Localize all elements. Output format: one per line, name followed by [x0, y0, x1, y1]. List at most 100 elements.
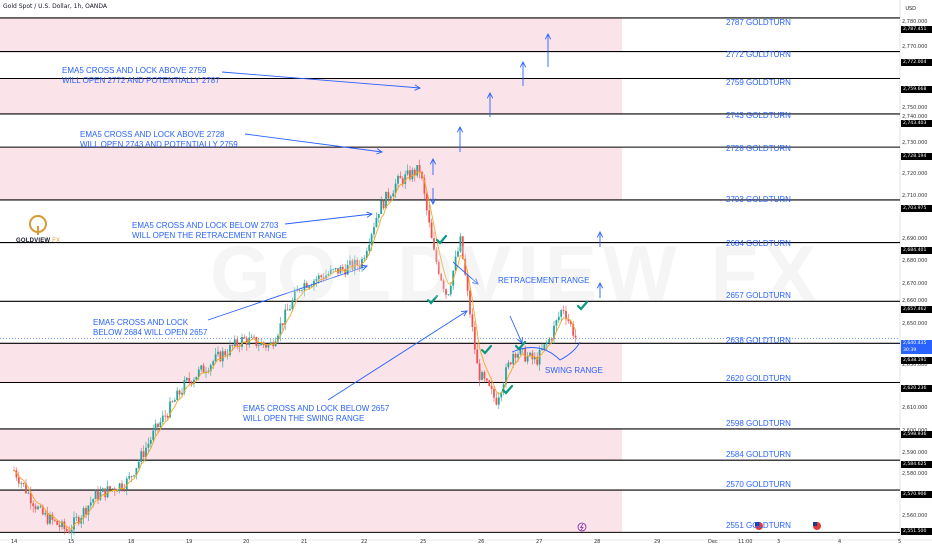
- candle-body: [65, 529, 68, 532]
- x-tick: 19: [186, 539, 193, 545]
- candle-body: [32, 503, 35, 507]
- candle-body: [34, 506, 37, 510]
- annotation-arrow: [327, 310, 468, 401]
- candle-body: [445, 289, 447, 295]
- candle-body: [550, 338, 553, 340]
- candle-body: [231, 345, 234, 346]
- check-mark-icon: [435, 234, 448, 245]
- candle-body: [128, 476, 131, 479]
- candle-body: [217, 351, 219, 355]
- candle-body: [341, 266, 344, 270]
- swing-arrow: [509, 315, 523, 344]
- y-tick: 2,770.000: [902, 44, 928, 50]
- goldturn-label: 2657 GOLDTURN: [726, 291, 791, 300]
- last-price-tag: 2,640.435: [901, 340, 932, 347]
- candle-body: [332, 269, 335, 271]
- candle-body: [406, 170, 409, 175]
- candle-body: [356, 259, 359, 266]
- candle-body: [385, 191, 387, 209]
- candle-body: [461, 236, 464, 259]
- candle-body: [337, 268, 339, 274]
- candle-body: [236, 339, 239, 346]
- candle-body: [329, 269, 332, 274]
- candle-body: [260, 342, 263, 346]
- goldturn-label: 2551 GOLDTURN: [726, 521, 791, 530]
- candle-body: [459, 236, 462, 252]
- candle-body: [135, 468, 138, 476]
- candle-body: [519, 348, 522, 355]
- candle-body: [473, 326, 476, 350]
- candle-body: [493, 389, 495, 398]
- annotation-arrow: [284, 213, 373, 225]
- candle-body: [404, 174, 407, 184]
- candle-body: [284, 309, 287, 326]
- candle-body: [495, 397, 498, 405]
- goldturn-label: 2638 GOLDTURN: [726, 336, 791, 345]
- candle-body: [104, 488, 107, 498]
- watermark: GOLDVIEW FX: [210, 229, 822, 317]
- candle-body: [375, 217, 378, 228]
- candle-body: [17, 477, 20, 484]
- candle-body: [541, 349, 543, 351]
- candle-body: [363, 258, 366, 259]
- candle-body: [569, 321, 572, 324]
- candle-body: [253, 336, 255, 338]
- x-tick: 28: [594, 539, 601, 545]
- candle-body: [476, 349, 479, 364]
- currency-label: USD: [905, 6, 916, 12]
- candle-body: [214, 354, 217, 362]
- annotation-arrow-head: [360, 264, 368, 271]
- candle-body: [63, 521, 66, 530]
- candle-body: [44, 512, 47, 515]
- candle-body: [560, 310, 563, 317]
- retracement-arrow: [452, 261, 479, 285]
- chart-title: Gold Spot / U.S. Dollar, 1h, OANDA: [3, 3, 107, 10]
- candle-body: [538, 349, 541, 365]
- candle-body: [73, 517, 75, 530]
- candle-body: [92, 499, 95, 503]
- candle-body: [140, 451, 143, 462]
- candle-body: [457, 251, 459, 257]
- candle-body: [435, 250, 438, 262]
- candle-body: [478, 363, 481, 380]
- swing-range-curve: [511, 341, 581, 361]
- candle-body: [488, 380, 491, 386]
- candle-body: [320, 275, 323, 278]
- x-tick: 15: [68, 539, 75, 545]
- x-tick: 5: [898, 539, 902, 545]
- candle-body: [373, 227, 375, 235]
- goldturn-label: 2772 GOLDTURN: [726, 50, 791, 59]
- candle-body: [116, 490, 119, 492]
- candle-body: [351, 260, 354, 270]
- level-tag: 2,703.975: [901, 205, 932, 212]
- candle-body: [161, 415, 164, 422]
- y-tick: 2,670.000: [902, 281, 928, 287]
- candle-body: [58, 524, 61, 527]
- candle-body: [322, 277, 325, 279]
- goldturn-zone: [0, 428, 622, 461]
- candle-body: [291, 300, 294, 310]
- candle-body: [212, 361, 215, 366]
- candle-body: [209, 365, 212, 372]
- candle-body: [308, 286, 311, 288]
- candle-body: [101, 488, 104, 492]
- y-tick: 2,720.000: [902, 171, 928, 177]
- y-tick: 2,680.000: [902, 258, 928, 264]
- candle-body: [82, 508, 85, 518]
- level-tag: 2,551.500: [901, 528, 932, 535]
- candle-body: [181, 392, 183, 395]
- check-mark-icon: [426, 294, 439, 305]
- candle-body: [413, 169, 416, 176]
- x-tick: 29: [654, 539, 661, 545]
- candle-body: [133, 475, 135, 477]
- y-tick: 2,580.000: [902, 471, 928, 477]
- level-tag: 2,759.668: [901, 86, 932, 93]
- candle-body: [507, 362, 510, 368]
- candle-body: [85, 508, 87, 515]
- candle-body: [399, 175, 402, 179]
- candle-body: [113, 488, 116, 491]
- candle-body: [382, 200, 385, 209]
- annotation-arrow-head: [414, 84, 421, 91]
- candle-body: [173, 399, 176, 402]
